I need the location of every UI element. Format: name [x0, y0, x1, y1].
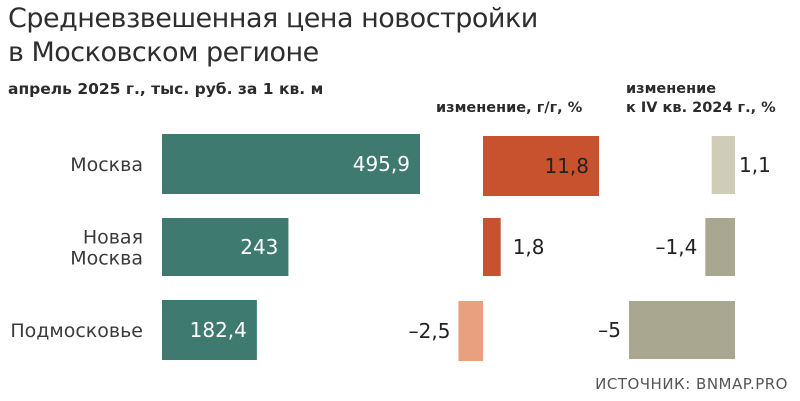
qoq-value-label-3: –5	[598, 318, 621, 342]
source-note: ИСТОЧНИК: BNMAP.PRO	[595, 375, 788, 393]
chart-title-line1: Средневзвешенная цена новостройки	[8, 3, 538, 34]
category-label-1: Москва	[70, 154, 143, 176]
category-label-2-line2: Москва	[70, 248, 143, 270]
category-label-3: Подмосковье	[10, 320, 143, 342]
qoq-value-label-1: 1,1	[739, 153, 771, 177]
category-label-2-line1: Новая	[83, 227, 143, 249]
yoy-value-label-2: 1,8	[513, 235, 545, 259]
price-bar-1	[162, 134, 420, 194]
qoq-bar-3	[629, 301, 735, 359]
chart-title-line2: в Московском регионе	[8, 37, 319, 68]
price-value-label-2: 243	[240, 235, 278, 259]
qoq-column-header-line1: изменение	[626, 81, 717, 97]
qoq-column-header: изменение к IV кв. 2024 г., %	[626, 80, 776, 118]
price-value-label-1: 495,9	[353, 152, 410, 176]
price-value-label-3: 182,4	[190, 318, 247, 342]
yoy-bar-1	[483, 136, 599, 196]
chart-subtitle: апрель 2025 г., тыс. руб. за 1 кв. м	[8, 80, 324, 98]
qoq-bar-2	[705, 218, 735, 276]
yoy-bar-2	[483, 218, 501, 276]
yoy-value-label-3: –2,5	[409, 319, 451, 343]
price-bar-2	[162, 218, 289, 276]
qoq-value-label-2: –1,4	[656, 235, 698, 259]
chart-title: Средневзвешенная цена новостройки в Моск…	[8, 2, 538, 70]
yoy-bar-3	[458, 301, 483, 361]
qoq-bar-1	[711, 136, 735, 194]
qoq-column-header-line2: к IV кв. 2024 г., %	[626, 100, 776, 116]
yoy-value-label-1: 11,8	[544, 154, 589, 178]
yoy-column-header: изменение, г/г, %	[436, 100, 583, 116]
price-bar-3	[162, 300, 257, 360]
